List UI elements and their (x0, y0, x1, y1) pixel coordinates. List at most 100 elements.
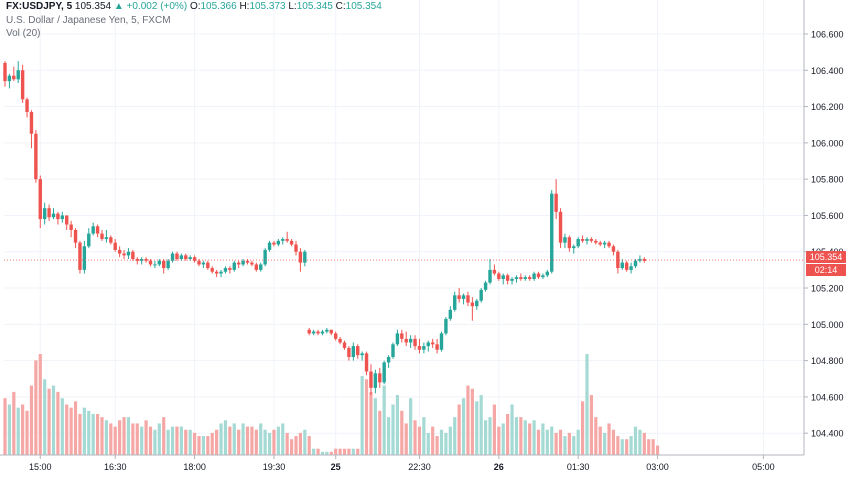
volume-bar (259, 423, 263, 455)
x-tick-label: 05:00 (752, 462, 775, 472)
candle-body (254, 264, 259, 270)
volume-bar (558, 429, 563, 455)
candle-body (466, 295, 470, 303)
volume-bar (21, 404, 25, 455)
volume-bar (444, 432, 448, 455)
candle-body (404, 338, 408, 343)
volume-bar (651, 439, 655, 455)
volume-bar (431, 426, 435, 455)
volume-bar (347, 448, 351, 455)
volume-bar (34, 360, 38, 455)
volume-bar (576, 429, 580, 455)
candle-body (519, 277, 523, 279)
volume-bar (100, 417, 104, 455)
volume-bar (228, 426, 232, 455)
candle-body (236, 262, 241, 265)
candle-body (439, 333, 444, 350)
volume-bar (409, 398, 413, 455)
legend-symbol[interactable]: FX:USDJPY, 5 (6, 1, 73, 12)
candle-body (20, 70, 25, 100)
volume-bar (541, 423, 545, 455)
volume-bar (109, 423, 113, 455)
candle-body (338, 338, 342, 343)
candle-body (170, 253, 175, 261)
legend-high: 105.373 (249, 1, 286, 12)
candle-body (505, 275, 510, 281)
candle-body (100, 233, 104, 240)
candle-body (629, 266, 633, 270)
volume-bar (633, 426, 638, 455)
candle-body (333, 333, 338, 339)
volume-bar (638, 429, 642, 455)
volume-bar (364, 379, 369, 455)
y-tick-label: 106.400 (811, 66, 844, 76)
volume-bar (382, 385, 386, 455)
candle-body (527, 277, 532, 279)
candle-body (311, 331, 316, 334)
candle-body (364, 353, 369, 372)
y-tick-label: 106.600 (811, 29, 844, 39)
volume-bar (148, 426, 153, 455)
candle-body (607, 242, 611, 247)
volume-bar (153, 429, 157, 455)
candle-body (408, 338, 413, 343)
volume-bar (65, 404, 69, 455)
legend-last-price: 105.354 (74, 1, 112, 12)
candle-body (316, 331, 320, 334)
y-tick-label: 106.000 (811, 138, 844, 148)
volume-bar (506, 413, 510, 455)
volume-bar (647, 439, 651, 455)
legend-open-label: O: (189, 1, 201, 12)
candle-body (417, 346, 422, 350)
candle-body (514, 277, 519, 279)
legend-volume[interactable]: Vol (20) (6, 28, 41, 39)
volume-bar (554, 432, 558, 455)
candle-body (276, 240, 281, 245)
volume-bar (620, 439, 624, 455)
candle-body (580, 239, 585, 241)
volume-bar (272, 429, 276, 455)
y-tick-label: 105.800 (811, 175, 844, 185)
candle-body (576, 239, 580, 247)
candle-body (426, 342, 430, 347)
volume-bar (215, 429, 219, 455)
candle-body (289, 240, 294, 245)
candle-body (91, 226, 95, 234)
candle-body (589, 239, 594, 241)
volume-bar (166, 429, 170, 455)
volume-bar (237, 429, 241, 455)
candle-body (585, 239, 589, 241)
volume-bar (7, 404, 12, 455)
volume-bar (391, 404, 395, 455)
volume-bar (12, 391, 16, 455)
candle-body (642, 259, 647, 261)
candle-body (3, 63, 7, 82)
candle-body (435, 344, 439, 350)
volume-bar (3, 398, 7, 455)
candle-body (342, 342, 347, 348)
bar-countdown-tag: 02:14 (806, 264, 846, 276)
volume-bar (334, 448, 338, 455)
volume-bar (267, 432, 272, 455)
volume-bar (497, 426, 501, 455)
candle-body (157, 260, 162, 265)
volume-bar (461, 398, 466, 455)
candle-body (501, 275, 505, 279)
volume-bar (488, 417, 492, 455)
candle-body (65, 215, 69, 225)
candle-body (611, 246, 616, 252)
x-tick-label: 22:30 (408, 462, 431, 472)
legend-low-label: L: (288, 1, 297, 12)
candle-body (192, 257, 197, 261)
candle-body (303, 251, 307, 263)
volume-bar (510, 404, 514, 455)
volume-bar (642, 432, 646, 455)
candle-body (201, 262, 206, 265)
candle-body (179, 255, 184, 259)
volume-bar (572, 436, 576, 455)
candle-body (117, 249, 122, 254)
volume-bar (320, 451, 325, 455)
candle-body (369, 371, 373, 388)
